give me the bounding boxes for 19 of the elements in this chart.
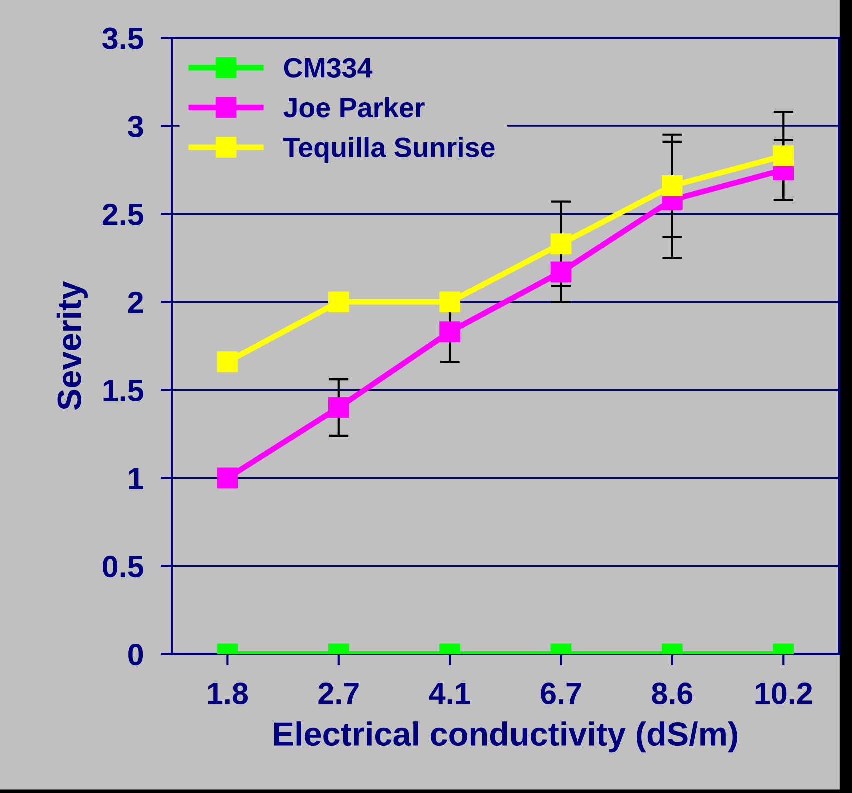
y-tick-label: 1.5 xyxy=(104,380,144,402)
y-tick-label: 0 xyxy=(128,644,144,666)
legend-label: Tequilla Sunrise xyxy=(284,137,495,163)
x-tick-label: 1.8 xyxy=(208,682,248,704)
y-tick-label: 2 xyxy=(128,292,144,314)
x-tick-label: 4.1 xyxy=(429,683,470,704)
x-axis-title: Electrical conductivity (dS/m) xyxy=(274,722,738,753)
x-tick-label: 6.7 xyxy=(541,682,582,704)
x-tick-label: 10.2 xyxy=(756,682,812,704)
x-tick-label: 8.6 xyxy=(652,682,693,704)
y-tick-label: 3.5 xyxy=(102,28,144,50)
y-tick-label: 2.5 xyxy=(102,204,144,226)
y-tick-label: 0.5 xyxy=(103,556,144,578)
y-tick-label: 3 xyxy=(128,116,144,138)
x-tick-label: 2.7 xyxy=(318,682,359,704)
y-tick-label: 1 xyxy=(129,468,144,490)
y-axis-title: Severity xyxy=(56,281,88,410)
legend-label: Joe Parker xyxy=(284,97,425,118)
legend-label: CM334 xyxy=(284,58,373,78)
